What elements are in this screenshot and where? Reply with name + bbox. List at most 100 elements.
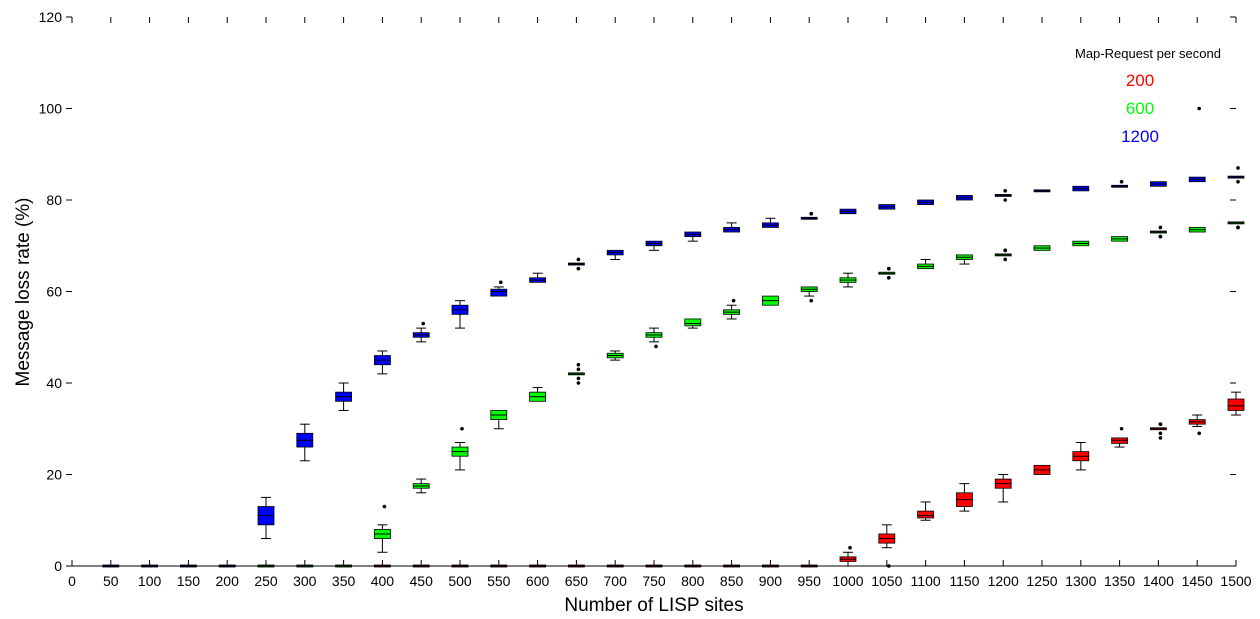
outlier-point [887, 266, 891, 271]
legend-entry-1200: 1200 [1121, 127, 1159, 146]
box-1200-600 [529, 272, 546, 283]
outlier-point [1158, 422, 1163, 426]
box-200-450 [412, 564, 430, 568]
box-600-600 [529, 387, 546, 402]
box-600-1100 [917, 258, 934, 270]
box-200-500 [451, 564, 469, 568]
box-600-750 [645, 327, 663, 349]
box-1200-850 [723, 222, 740, 233]
box-1200-250 [257, 496, 275, 540]
box-200-1100 [917, 501, 934, 521]
x-tick-label: 550 [487, 573, 511, 589]
box-200-1050 [878, 524, 896, 568]
box-200-1000 [839, 545, 857, 567]
box-200-1400 [1150, 422, 1167, 440]
box-200-800 [684, 564, 702, 568]
x-tick-label: 200 [216, 573, 240, 589]
box-body [1227, 398, 1245, 411]
x-tick-label: 1450 [1182, 573, 1213, 589]
x-tick-label: 700 [604, 573, 628, 589]
box-600-1000 [839, 272, 857, 288]
y-axis-ticks: 0 20 40 60 80 100 120 [39, 9, 1236, 574]
box-1200-150 [179, 564, 197, 568]
x-tick-label: 350 [332, 573, 356, 589]
box-200-550 [490, 564, 508, 568]
box-200-650 [568, 564, 585, 568]
box-1200-1500 [1227, 166, 1245, 184]
outlier-point [576, 367, 581, 372]
box-600-1400 [1150, 225, 1167, 239]
box-1200-750 [645, 240, 663, 251]
y-tick-label: 80 [46, 192, 62, 208]
outlier-point [1119, 426, 1124, 431]
outlier-point [499, 280, 503, 285]
box-200-950 [800, 564, 818, 568]
outlier-point [1158, 436, 1163, 440]
box-600-850 [723, 298, 740, 320]
x-tick-label: 500 [448, 573, 472, 589]
box-1200-550 [490, 280, 508, 297]
y-tick-label: 60 [46, 284, 62, 300]
legend-title: Map-Request per second [1075, 46, 1221, 61]
series-600 [257, 221, 1245, 568]
box-200-850 [723, 564, 740, 568]
outlier-point [1158, 431, 1163, 436]
box-1200-350 [335, 382, 353, 411]
outlier-point [1197, 106, 1201, 111]
outlier-point [382, 504, 387, 509]
box-1200-400 [373, 350, 391, 375]
x-tick-label: 900 [759, 573, 783, 589]
box-1200-1150 [956, 195, 973, 201]
y-tick-label: 100 [39, 101, 63, 117]
series-200 [373, 391, 1245, 568]
box-1200-100 [141, 564, 159, 568]
y-tick-label: 120 [39, 9, 63, 25]
box-600-1300 [1072, 240, 1090, 247]
outlier-point [421, 321, 426, 326]
x-tick-label: 400 [371, 573, 395, 589]
outlier-point [1119, 179, 1124, 184]
x-tick-label: 750 [642, 573, 666, 589]
box-200-750 [645, 564, 663, 568]
box-600-1200 [994, 248, 1012, 262]
box-200-1450 [1188, 414, 1206, 436]
box-1200-300 [296, 423, 314, 462]
x-tick-label: 850 [720, 573, 744, 589]
box-600-350 [335, 564, 353, 568]
outlier-point [576, 376, 581, 381]
box-600-500 [451, 426, 469, 471]
box-600-1250 [1033, 245, 1051, 251]
x-tick-label: 0 [68, 573, 76, 589]
outlier-point [1003, 189, 1007, 193]
box-series-group [102, 106, 1245, 568]
x-tick-label: 1050 [871, 573, 902, 589]
box-1200-1450 [1188, 106, 1206, 183]
box-600-1150 [956, 254, 973, 265]
box-200-1200 [994, 474, 1012, 503]
x-tick-label: 150 [177, 573, 201, 589]
box-600-900 [762, 295, 779, 306]
box-200-1300 [1072, 441, 1090, 471]
box-1200-1200 [994, 189, 1012, 202]
box-1200-200 [218, 564, 236, 568]
x-tick-label: 300 [293, 573, 317, 589]
outlier-point [809, 211, 813, 216]
y-tick-label: 40 [46, 375, 62, 391]
x-tick-label: 100 [138, 573, 162, 589]
plot-area: 0 20 40 60 80 100 120 0 50 100 150 200 250 300 350 400… [39, 9, 1252, 589]
y-tick-label: 0 [54, 558, 62, 574]
x-tick-label: 1200 [988, 573, 1019, 589]
box-1200-1400 [1150, 181, 1167, 187]
outlier-point [887, 564, 891, 568]
outlier-point [1236, 166, 1240, 170]
outlier-point [576, 381, 581, 385]
box-1200-700 [606, 249, 624, 260]
legend-entry-600: 600 [1126, 99, 1154, 118]
series-1200 [102, 106, 1245, 568]
outlier-point [654, 344, 658, 349]
box-600-250 [257, 564, 275, 568]
x-axis-title: Number of LISP sites [564, 595, 743, 616]
box-1200-500 [451, 300, 469, 329]
box-600-1050 [878, 266, 896, 280]
box-1200-1100 [917, 199, 934, 205]
